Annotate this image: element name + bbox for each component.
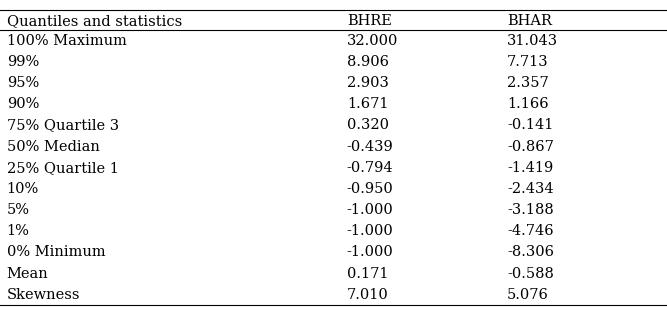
Text: 90%: 90%	[7, 97, 39, 111]
Text: 7.010: 7.010	[347, 288, 389, 302]
Text: 2.903: 2.903	[347, 76, 389, 90]
Text: 95%: 95%	[7, 76, 39, 90]
Text: -8.306: -8.306	[507, 245, 554, 259]
Text: BHRE: BHRE	[347, 14, 392, 28]
Text: -1.000: -1.000	[347, 245, 394, 259]
Text: -1.000: -1.000	[347, 203, 394, 217]
Text: 100% Maximum: 100% Maximum	[7, 34, 127, 48]
Text: 5%: 5%	[7, 203, 29, 217]
Text: -0.588: -0.588	[507, 266, 554, 280]
Text: 50% Median: 50% Median	[7, 140, 99, 154]
Text: -0.950: -0.950	[347, 182, 394, 196]
Text: Skewness: Skewness	[7, 288, 80, 302]
Text: -2.434: -2.434	[507, 182, 554, 196]
Text: 31.043: 31.043	[507, 34, 558, 48]
Text: 8.906: 8.906	[347, 55, 389, 69]
Text: 1.166: 1.166	[507, 97, 548, 111]
Text: Mean: Mean	[7, 266, 49, 280]
Text: 75% Quartile 3: 75% Quartile 3	[7, 118, 119, 132]
Text: 1%: 1%	[7, 224, 29, 238]
Text: -3.188: -3.188	[507, 203, 554, 217]
Text: 1.671: 1.671	[347, 97, 388, 111]
Text: 10%: 10%	[7, 182, 39, 196]
Text: 99%: 99%	[7, 55, 39, 69]
Text: -1.419: -1.419	[507, 161, 553, 175]
Text: -1.000: -1.000	[347, 224, 394, 238]
Text: 25% Quartile 1: 25% Quartile 1	[7, 161, 119, 175]
Text: -0.794: -0.794	[347, 161, 394, 175]
Text: 32.000: 32.000	[347, 34, 398, 48]
Text: 0.320: 0.320	[347, 118, 389, 132]
Text: 0.171: 0.171	[347, 266, 388, 280]
Text: 2.357: 2.357	[507, 76, 549, 90]
Text: 7.713: 7.713	[507, 55, 548, 69]
Text: -0.867: -0.867	[507, 140, 554, 154]
Text: -0.439: -0.439	[347, 140, 394, 154]
Text: -0.141: -0.141	[507, 118, 554, 132]
Text: -4.746: -4.746	[507, 224, 554, 238]
Text: 0% Minimum: 0% Minimum	[7, 245, 105, 259]
Text: Quantiles and statistics: Quantiles and statistics	[7, 14, 182, 28]
Text: 5.076: 5.076	[507, 288, 549, 302]
Text: BHAR: BHAR	[507, 14, 552, 28]
